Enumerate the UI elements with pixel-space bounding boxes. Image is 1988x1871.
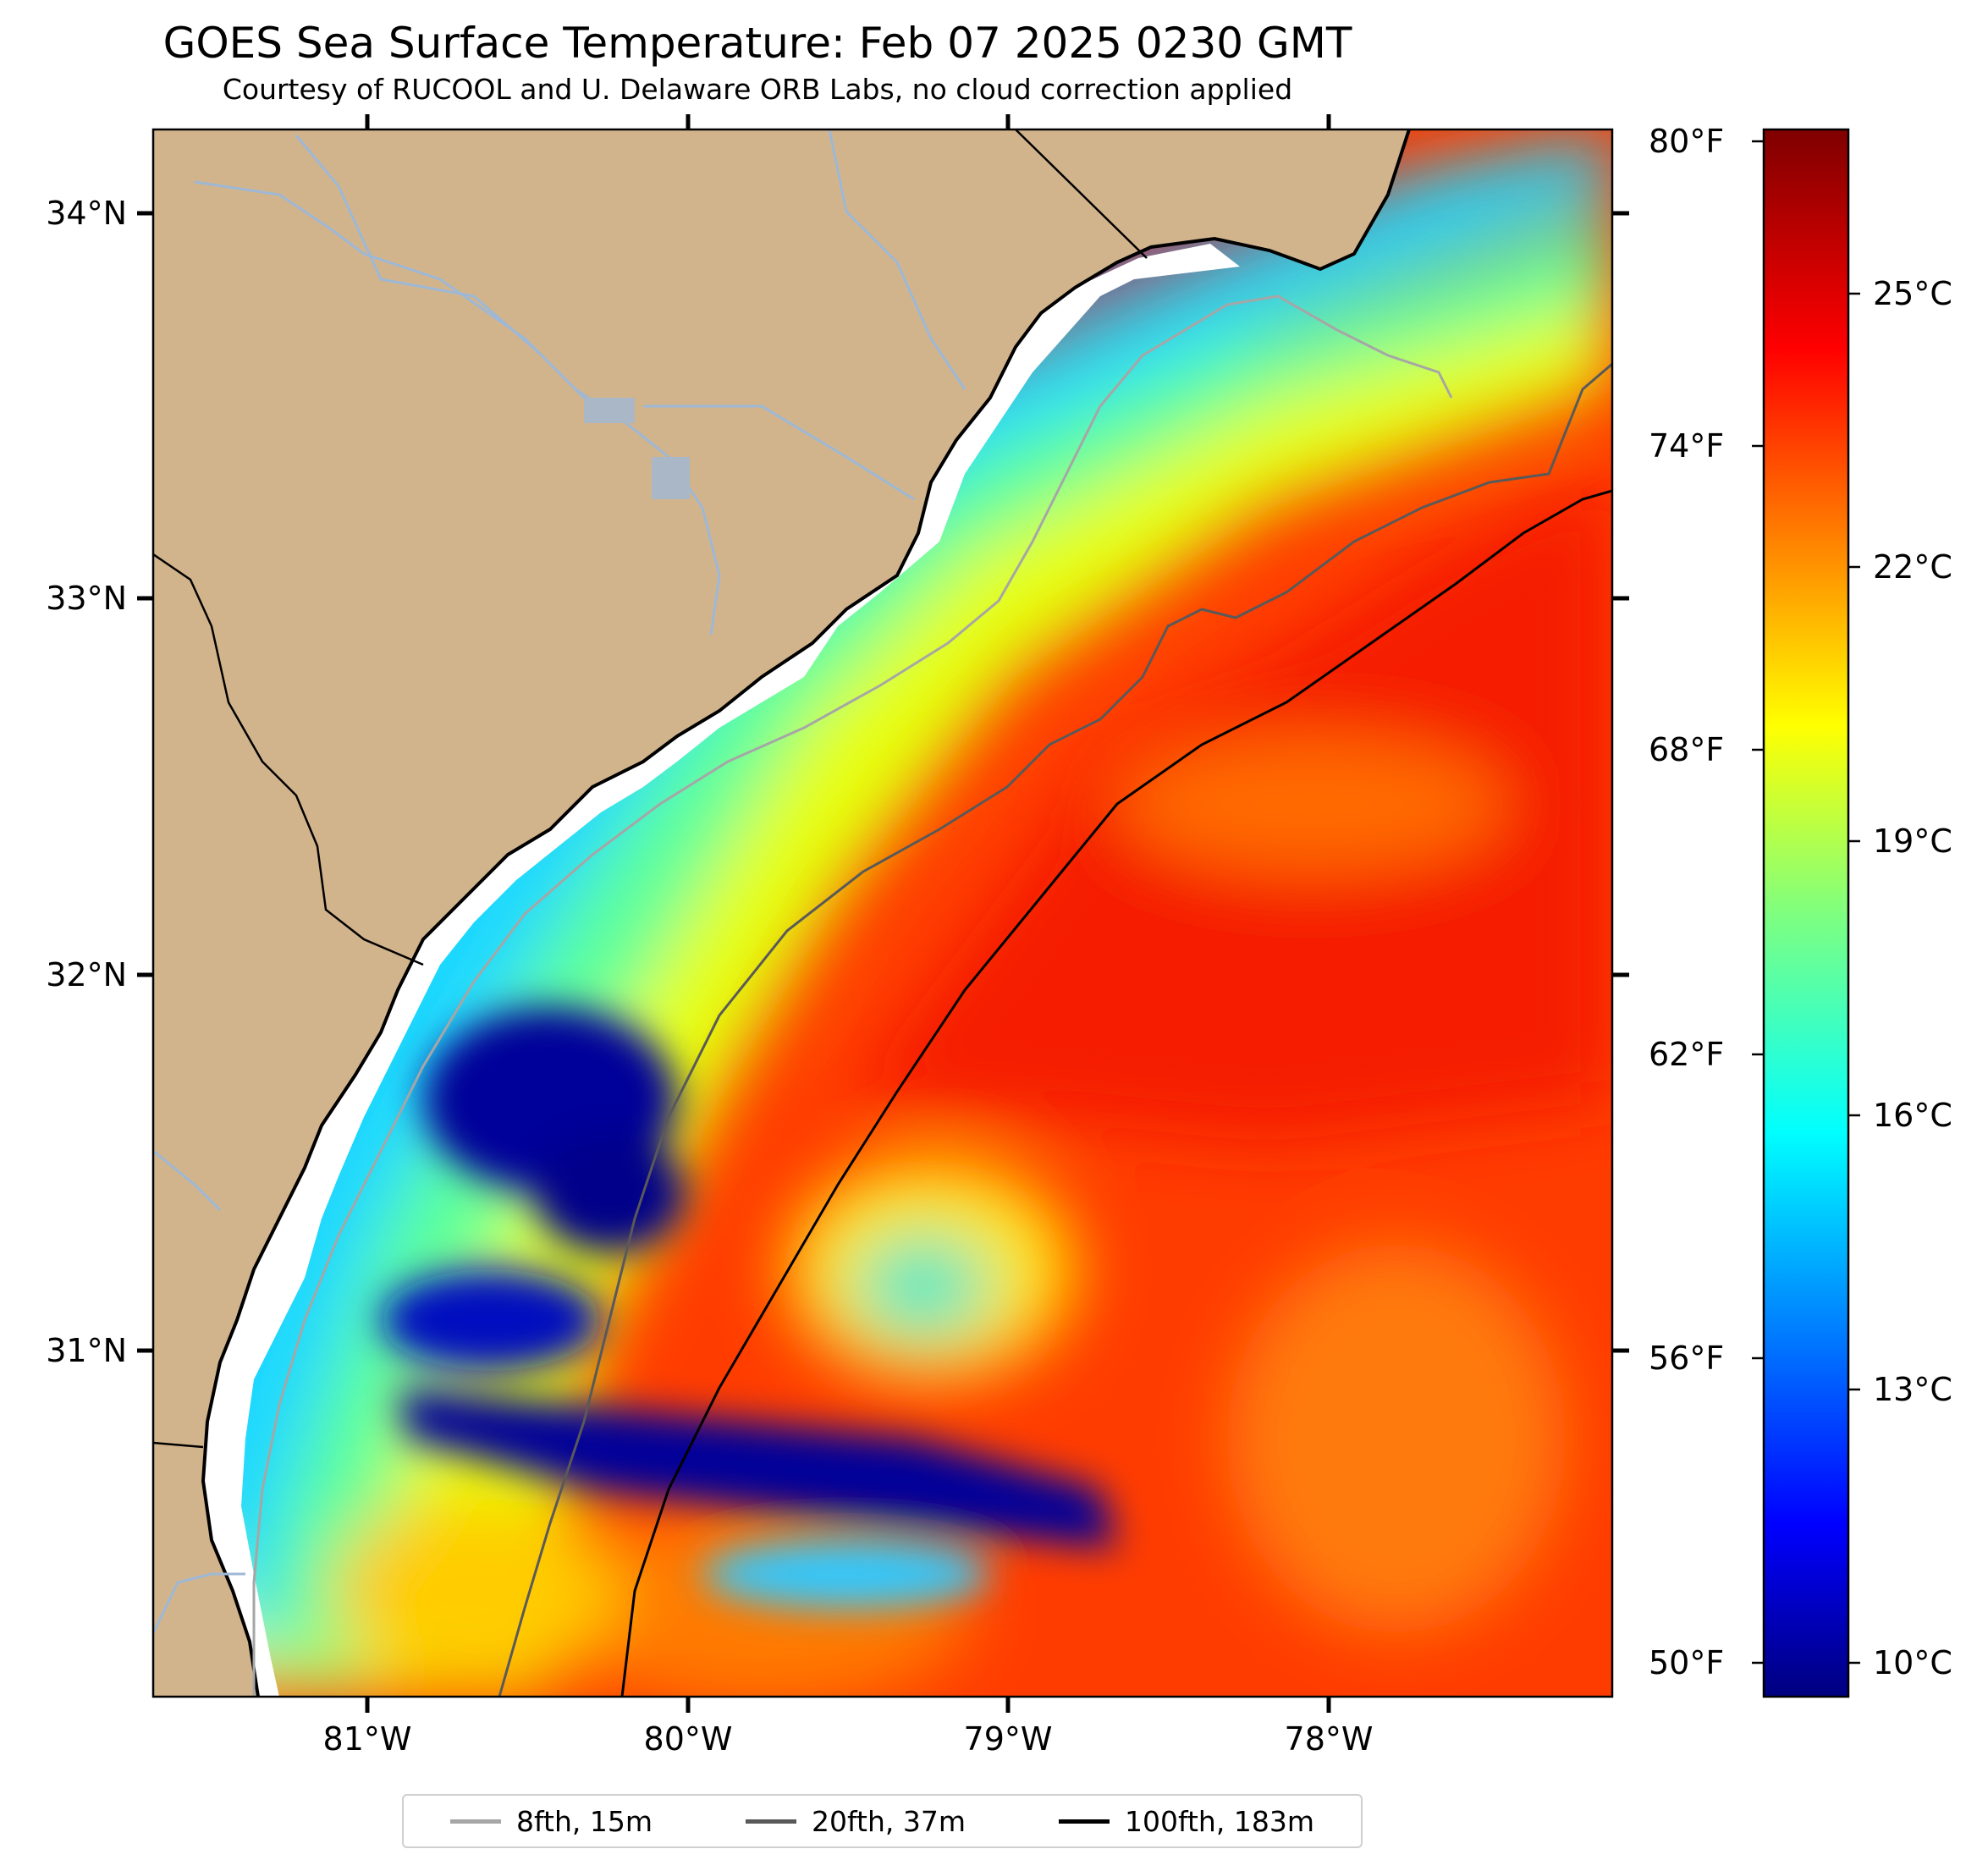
coastal-band <box>203 244 1240 1697</box>
colorbar-c-label: 19°C <box>1873 823 1952 860</box>
colorbar-c-label: 10°C <box>1873 1644 1952 1681</box>
legend-item-8fth: 8fth, 15m <box>449 1804 653 1838</box>
colorbar-f-label: 68°F <box>1649 731 1725 768</box>
legend-item-100fth: 100fth, 183m <box>1058 1804 1314 1838</box>
lon-label: 80°W <box>643 1720 733 1758</box>
land-mass <box>153 129 1409 1697</box>
lat-label: 33°N <box>46 580 127 617</box>
contour-20fth <box>498 362 1612 1697</box>
contour-100fth <box>620 489 1612 1697</box>
colorbar-f-label: 50°F <box>1649 1644 1725 1681</box>
colorbar-c-label: 16°C <box>1873 1097 1952 1134</box>
colorbar-c-label: 13°C <box>1873 1371 1952 1408</box>
colorbar-f-label: 62°F <box>1649 1036 1725 1073</box>
legend-label: 100fth, 183m <box>1124 1804 1314 1838</box>
colorbar-ticks <box>1752 140 1860 1665</box>
map-subtitle: Courtesy of RUCOOL and U. Delaware ORB L… <box>222 73 1293 106</box>
colorbar-c-label: 25°C <box>1873 275 1952 312</box>
legend: 8fth, 15m 20fth, 37m 100fth, 183m <box>402 1794 1363 1848</box>
lat-ticks <box>137 211 1629 1353</box>
lat-label: 34°N <box>46 195 127 232</box>
map-frame <box>151 128 1614 1698</box>
lon-label: 78°W <box>1284 1720 1374 1758</box>
legend-swatch <box>1058 1819 1110 1824</box>
lon-label: 81°W <box>322 1720 412 1758</box>
lon-ticks <box>365 114 1331 1713</box>
rivers <box>153 129 966 1634</box>
colorbar-f-label: 80°F <box>1649 123 1725 160</box>
colorbar-f-label: 56°F <box>1649 1340 1725 1377</box>
lon-label: 79°W <box>963 1720 1053 1758</box>
lake <box>584 398 635 423</box>
lat-label: 32°N <box>46 956 127 993</box>
colorbar-f-label: 74°F <box>1649 427 1725 465</box>
legend-swatch <box>745 1819 796 1824</box>
coastline <box>201 129 1411 1697</box>
map-title: GOES Sea Surface Temperature: Feb 07 202… <box>162 19 1352 68</box>
legend-label: 20fth, 37m <box>811 1804 966 1838</box>
colorbar-frame <box>1762 128 1850 1698</box>
colorbar <box>1764 129 1848 1697</box>
lake <box>652 457 690 499</box>
legend-item-20fth: 20fth, 37m <box>745 1804 966 1838</box>
legend-swatch <box>449 1819 501 1824</box>
colorbar-c-label: 22°C <box>1873 548 1952 586</box>
contour-8fth <box>252 294 1453 1697</box>
legend-label: 8fth, 15m <box>515 1804 653 1838</box>
lat-label: 31°N <box>46 1332 127 1369</box>
state-boundaries <box>153 129 1148 1449</box>
